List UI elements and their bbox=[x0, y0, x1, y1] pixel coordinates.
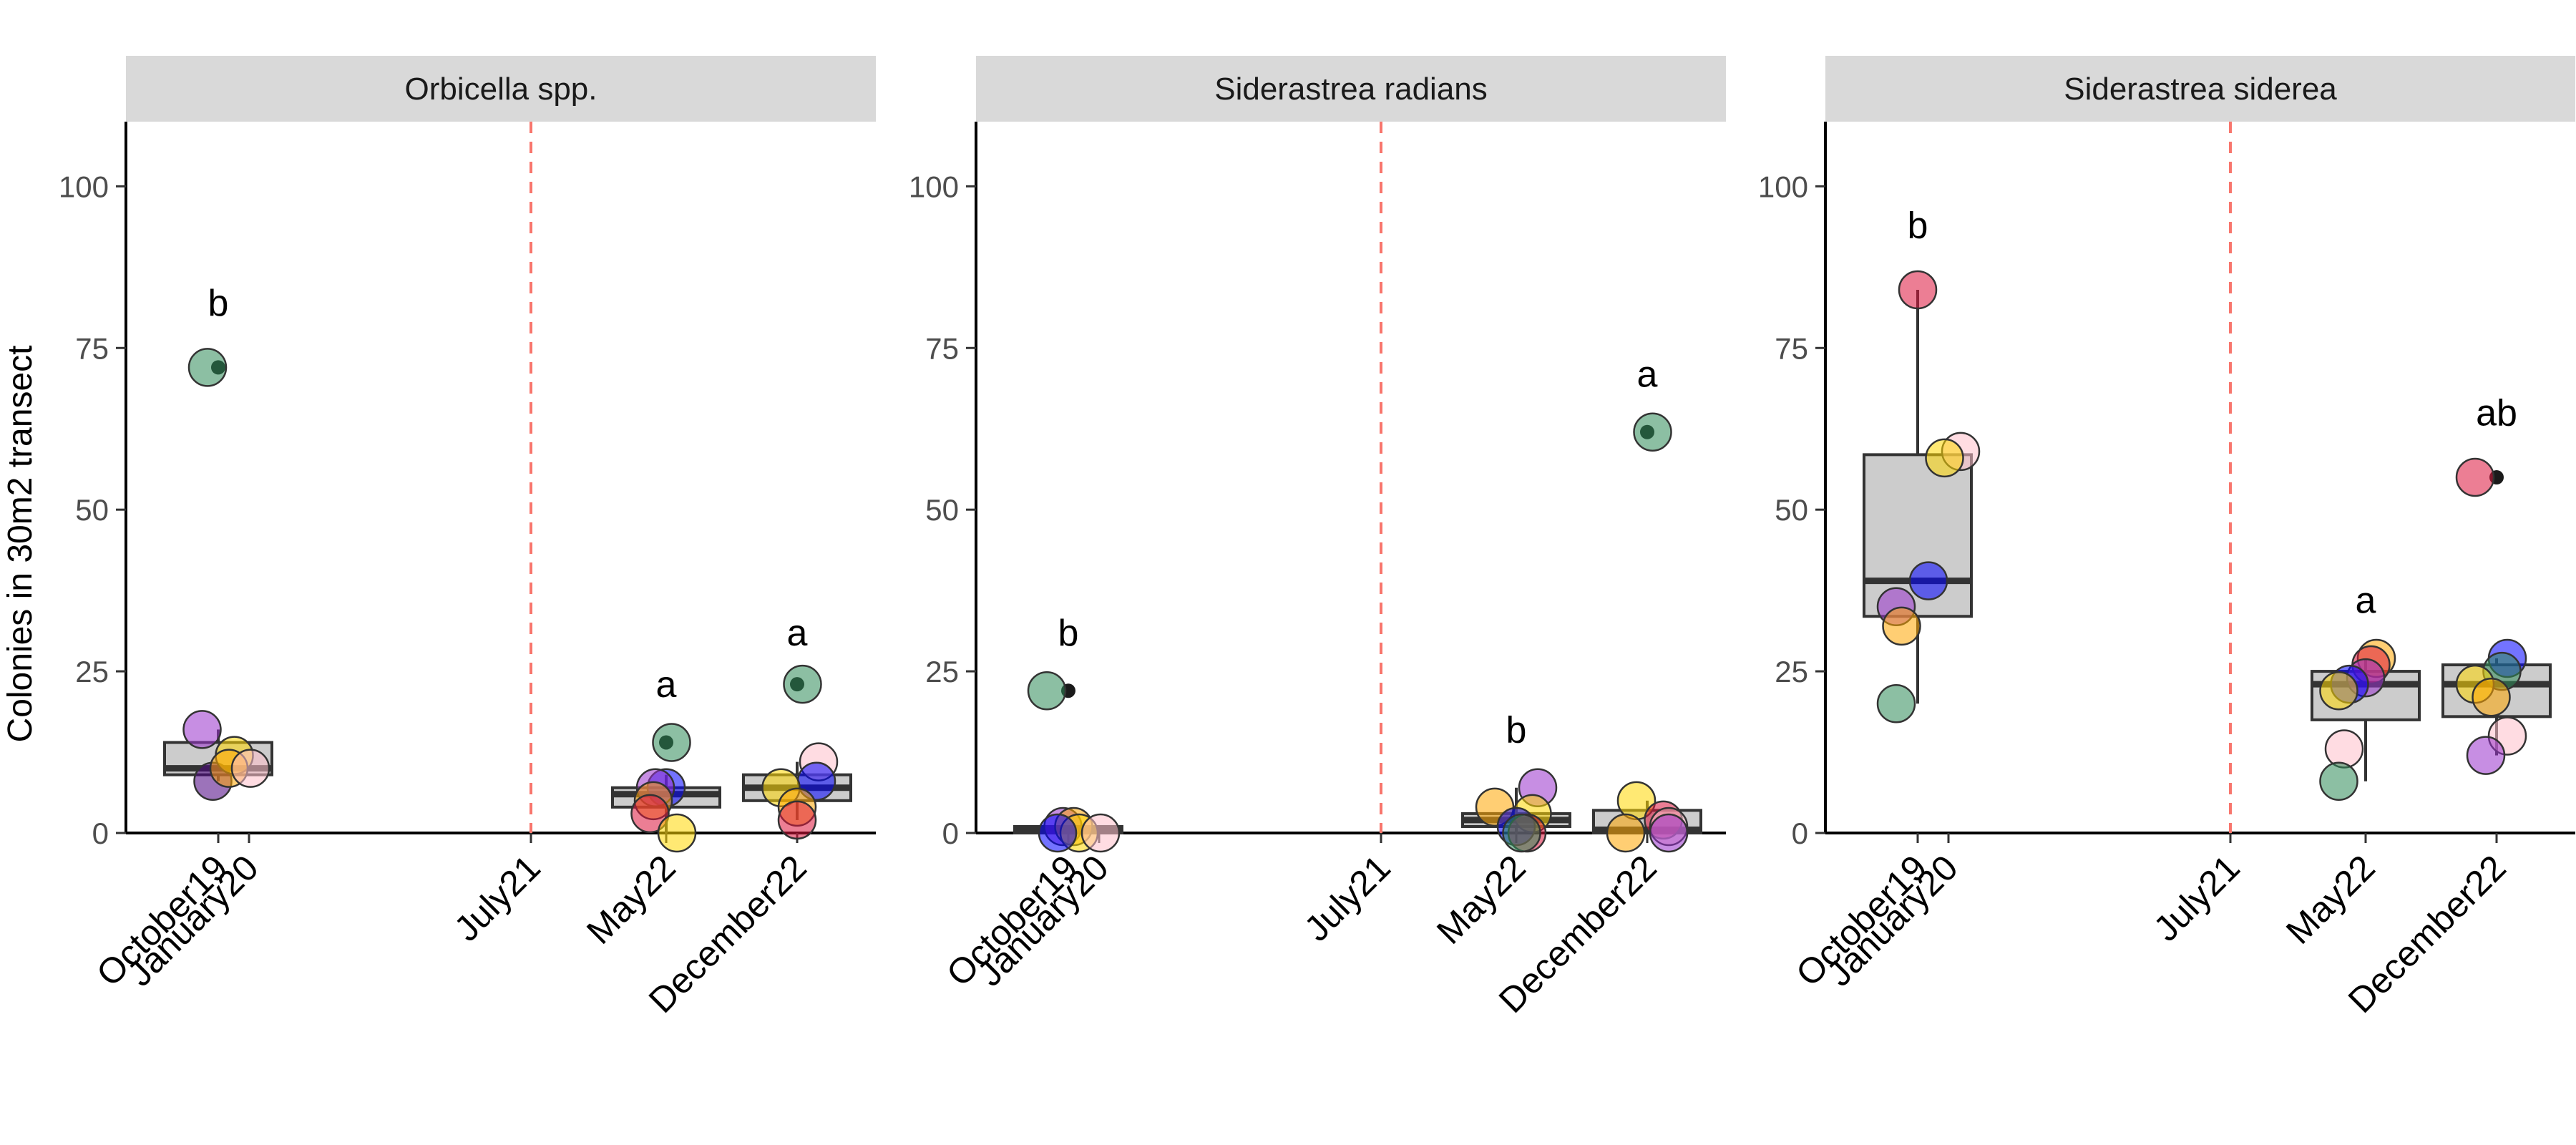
significance-letter: b bbox=[1908, 205, 1928, 247]
data-point bbox=[2319, 671, 2358, 711]
y-axis-label: Colonies in 30m2 transect bbox=[1, 346, 39, 743]
y-tick-label: 75 bbox=[75, 331, 109, 365]
facet-title: Orbicella spp. bbox=[404, 72, 597, 107]
y-tick-label: 25 bbox=[1775, 655, 1808, 688]
y-tick-label: 50 bbox=[925, 493, 959, 527]
x-tick-label: July21 bbox=[2146, 847, 2248, 949]
data-point bbox=[783, 664, 822, 704]
y-tick-label: 0 bbox=[942, 817, 959, 850]
data-point bbox=[1633, 412, 1672, 452]
data-point bbox=[230, 749, 270, 788]
data-point bbox=[1502, 813, 1541, 853]
data-point bbox=[1038, 813, 1078, 853]
significance-letter: a bbox=[1637, 354, 1658, 395]
data-point bbox=[652, 723, 691, 762]
data-point bbox=[1882, 606, 1921, 646]
significance-letter: b bbox=[1506, 709, 1527, 751]
sampling-group: a bbox=[1592, 354, 1702, 853]
sampling-group: ab bbox=[2441, 393, 2552, 775]
data-point bbox=[1908, 561, 1948, 600]
data-point bbox=[657, 813, 697, 853]
y-tick-label: 75 bbox=[1775, 331, 1808, 365]
y-tick-label: 75 bbox=[925, 331, 959, 365]
x-tick-label: July21 bbox=[1297, 847, 1398, 949]
data-point bbox=[187, 348, 228, 387]
facet-strip bbox=[976, 56, 1726, 122]
sampling-group: a bbox=[742, 613, 852, 840]
y-tick-label: 50 bbox=[1775, 493, 1808, 527]
x-tick-label: May22 bbox=[579, 847, 683, 952]
data-point bbox=[2472, 677, 2511, 717]
sampling-group: a bbox=[2311, 580, 2421, 801]
data-point bbox=[1027, 671, 1067, 711]
sampling-group: b bbox=[163, 283, 273, 801]
sampling-group: b bbox=[1461, 709, 1571, 853]
x-tick-label: July21 bbox=[447, 847, 548, 949]
x-tick-label: May22 bbox=[2278, 847, 2383, 952]
facet-strip bbox=[1825, 56, 2575, 122]
data-point bbox=[1876, 684, 1916, 723]
sampling-group: a bbox=[611, 664, 721, 853]
data-point bbox=[1649, 813, 1689, 853]
significance-letter: b bbox=[208, 283, 229, 324]
data-point bbox=[2466, 736, 2506, 775]
facet-title: Siderastrea radians bbox=[1214, 72, 1488, 107]
data-point bbox=[777, 800, 817, 840]
y-tick-label: 0 bbox=[1792, 817, 1808, 850]
data-point bbox=[630, 794, 670, 834]
panels: Orbicella spp.0255075100October19January… bbox=[59, 56, 2575, 1020]
y-tick-label: 100 bbox=[1758, 170, 1808, 203]
data-point bbox=[2324, 729, 2364, 769]
y-tick-label: 25 bbox=[925, 655, 959, 688]
data-point bbox=[1898, 270, 1938, 310]
y-tick-label: 100 bbox=[59, 170, 109, 203]
y-tick-label: 100 bbox=[909, 170, 959, 203]
data-point bbox=[2455, 457, 2495, 497]
data-point bbox=[2319, 761, 2358, 801]
data-point bbox=[1925, 438, 1964, 478]
y-tick-label: 0 bbox=[92, 817, 109, 850]
significance-letter: a bbox=[2356, 580, 2376, 622]
significance-letter: ab bbox=[2476, 393, 2517, 434]
significance-letter: a bbox=[656, 664, 677, 706]
data-point bbox=[1080, 813, 1121, 853]
data-point bbox=[182, 710, 222, 749]
sampling-group: b bbox=[1013, 613, 1123, 853]
y-tick-label: 25 bbox=[75, 655, 109, 688]
facet-panel: Orbicella spp.0255075100October19January… bbox=[59, 56, 876, 1020]
y-tick-label: 50 bbox=[75, 493, 109, 527]
facet-panel: Siderastrea radians0255075100October19Ja… bbox=[909, 56, 1726, 1020]
sampling-group: b bbox=[1863, 205, 1981, 723]
facet-strip bbox=[126, 56, 876, 122]
facet-panel: Siderastrea siderea0255075100October19Ja… bbox=[1758, 56, 2575, 1020]
significance-letter: b bbox=[1058, 613, 1079, 654]
significance-letter: a bbox=[787, 613, 808, 654]
data-point bbox=[1606, 813, 1646, 853]
x-tick-label: May22 bbox=[1429, 847, 1533, 952]
facet-title: Siderastrea siderea bbox=[2064, 72, 2337, 107]
